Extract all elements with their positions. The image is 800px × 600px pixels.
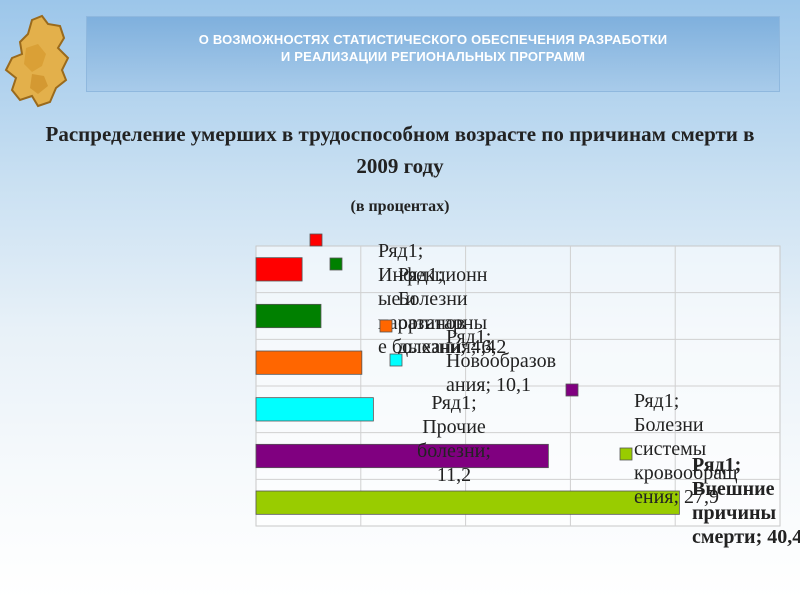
data-label-line: Ряд1; <box>398 264 443 286</box>
chart-title: Распределение умерших в трудоспособном в… <box>45 122 755 178</box>
region-map-icon <box>4 14 70 108</box>
data-label-line: Ряд1; <box>431 392 476 414</box>
data-label-line: Болезни <box>634 414 704 436</box>
data-label-line: кровообращ <box>634 462 737 484</box>
data-label-line: ения; 27,9 <box>634 486 719 508</box>
bar-4 <box>255 397 374 422</box>
data-label-line: Новообразов <box>446 350 556 372</box>
bar-3 <box>255 350 363 375</box>
header-title-line-2: И РЕАЛИЗАЦИИ РЕГИОНАЛЬНЫХ ПРОГРАММ <box>280 49 586 64</box>
data-label-line: Болезни <box>398 288 468 310</box>
data-label-4: Ряд1; Прочие болезни; 11,2 <box>417 392 491 486</box>
data-label-line: 11,2 <box>437 464 471 486</box>
data-label-line: Прочие <box>422 416 486 438</box>
data-label-line: ые и <box>378 288 416 310</box>
data-label-line: Ряд1; <box>692 454 741 476</box>
data-label-line: причины <box>692 502 776 524</box>
data-label-marker-4 <box>389 353 403 367</box>
bar-2 <box>255 303 322 329</box>
data-label-line: системы <box>634 438 706 460</box>
data-label-line: смерти; 40,4 <box>692 526 800 548</box>
data-label-line: е болезни; 4,4 <box>378 336 496 358</box>
data-label-line: Ряд1; <box>634 390 679 412</box>
data-label-marker-5 <box>565 383 579 397</box>
data-label-marker-6 <box>619 447 633 461</box>
data-label-marker-3 <box>379 319 393 333</box>
data-label-line: Внешние <box>692 478 775 500</box>
data-label-line: Ряд1; <box>446 326 491 348</box>
data-label-line: болезни; <box>417 440 491 462</box>
data-label-6: Ряд1; Внешние причины смерти; 40,4 <box>692 454 800 548</box>
data-label-5: Ряд1; Болезни системы кровообращ ения; 27,9 <box>634 390 737 508</box>
chart-subtitle: (в процентах) <box>350 198 450 215</box>
data-label-3: Ряд1; Новообразов ания; 10,1 <box>446 326 556 396</box>
data-label-marker-1 <box>309 233 323 247</box>
bar-5 <box>255 443 549 469</box>
bar-1 <box>255 257 303 282</box>
data-label-line: ания; 10,1 <box>446 374 531 396</box>
bar-6 <box>255 490 680 515</box>
header-title-line-1: О ВОЗМОЖНОСТЯХ СТАТИСТИЧЕСКОГО ОБЕСПЕЧЕН… <box>198 32 668 47</box>
data-label-1: Ряд1; Инфекционн ые и паразитарны е болезни;… <box>378 240 496 358</box>
data-label-marker-2 <box>329 257 343 271</box>
data-label-line: органов <box>398 312 465 334</box>
data-label-line: Инфекционн <box>378 264 488 286</box>
data-label-2: Ряд1; Болезни органов дыхания; 6,2 <box>398 264 506 358</box>
data-label-line: Ряд1; <box>378 240 423 262</box>
data-label-line: паразитарны <box>378 312 487 334</box>
data-label-line: дыхания; 6,2 <box>398 336 506 358</box>
header-band: О ВОЗМОЖНОСТЯХ СТАТИСТИЧЕСКОГО ОБЕСПЕЧЕН… <box>86 16 780 92</box>
